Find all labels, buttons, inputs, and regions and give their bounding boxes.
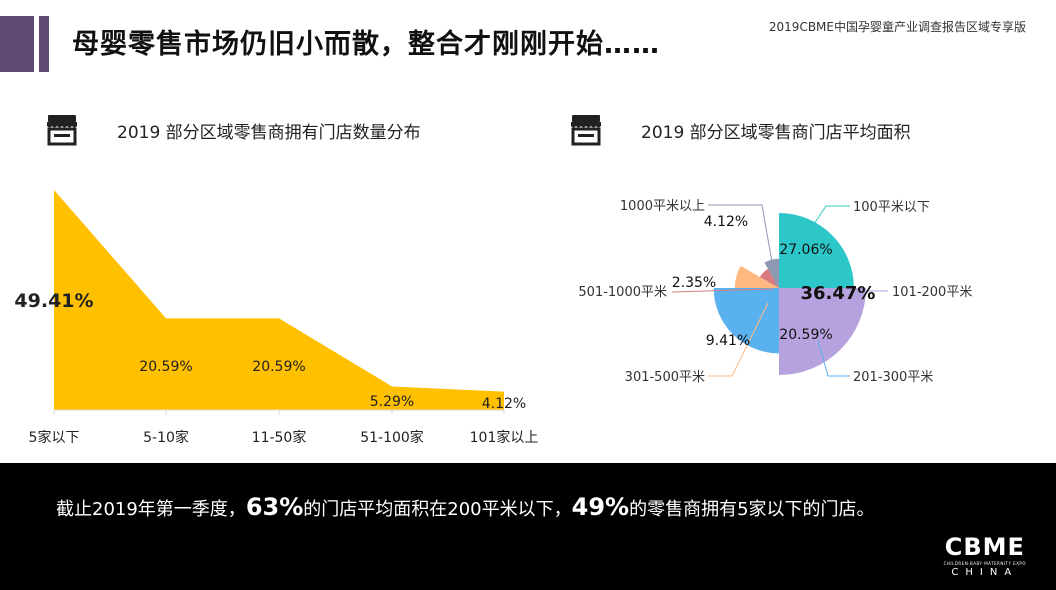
cbme-logo: CBME CHILDREN·BABY·MATERNITY EXPO CHINA [944,533,1026,578]
rose-category-label: 501-1000平米 [578,285,667,300]
leader-line [708,302,769,377]
x-tick-label: 5-10家 [143,429,189,446]
footer-highlight-2: 49% [571,493,630,521]
area-chart: 5家以下 5-10家 11-50家 51-100家 101家以上 49.41% 20.59%… [14,190,538,446]
right-chart-subtitle: 2019 部分区域零售商门店平均面积 [641,123,911,143]
data-label: 49.41% [14,290,93,312]
rose-value-label: 2.35% [672,275,716,291]
data-label: 20.59% [139,359,192,375]
rose-category-label: 301-500平米 [625,370,705,385]
logo-text: CBME [944,533,1025,561]
rose-category-label: 1000平米以上 [620,199,705,214]
data-label: 4.12% [482,396,526,412]
footer-highlight-1: 63% [245,493,304,521]
area-series [54,190,504,410]
data-label: 5.29% [370,394,414,410]
rose-slice [734,265,779,288]
rose-category-label: 201-300平米 [853,370,933,385]
footer-banner: 截止2019年第一季度，63%的门店平均面积在200平米以下，49%的零售商拥有… [0,463,1056,590]
rose-category-label: 101-200平米 [892,285,972,300]
left-chart-subtitle: 2019 部分区域零售商拥有门店数量分布 [117,123,421,143]
logo-sub: CHINA [951,567,1019,578]
rose-value-label: 20.59% [779,327,832,343]
store-icon [568,112,604,148]
rose-slice [779,288,866,375]
rose-value-label: 36.47% [801,283,876,304]
x-tick-label: 5家以下 [29,429,80,446]
store-icon [44,112,80,148]
footer-text-2: 的门店平均面积在200平米以下， [303,499,572,520]
rose-slice [759,268,779,288]
rose-slice [779,213,854,288]
rose-value-label: 27.06% [779,242,832,258]
rose-category-label: 100平米以下 [853,200,930,215]
logo-small: CHILDREN·BABY·MATERNITY EXPO [943,561,1026,566]
leader-line [817,339,850,377]
charts-canvas: 5家以下 5-10家 11-50家 51-100家 101家以上 49.41% 20.59%… [14,190,972,446]
rose-chart: 100平米以下 101-200平米 201-300平米 301-500平米 501-10… [578,199,972,385]
footer-summary: 截止2019年第一季度，63%的门店平均面积在200平米以下，49%的零售商拥有… [56,493,875,521]
x-tick-label: 51-100家 [360,429,424,446]
footer-text-3: 的零售商拥有5家以下的门店。 [629,499,875,520]
data-label: 20.59% [252,359,305,375]
leader-line [671,288,774,293]
page-title: 母婴零售市场仍旧小而散，整合才刚刚开始…… [72,29,660,60]
rose-slice [713,288,779,354]
rose-value-label: 9.41% [706,333,750,349]
leader-line [805,205,850,237]
title-accent-bar [0,16,52,72]
leader-line [708,204,777,286]
x-tick-label: 101家以上 [470,429,539,446]
report-label: 2019CBME中国孕婴童产业调查报告区域专享版 [768,20,1026,34]
rose-value-label: 4.12% [704,214,748,230]
x-tick-label: 11-50家 [252,429,307,446]
footer-text-1: 截止2019年第一季度， [56,499,246,520]
